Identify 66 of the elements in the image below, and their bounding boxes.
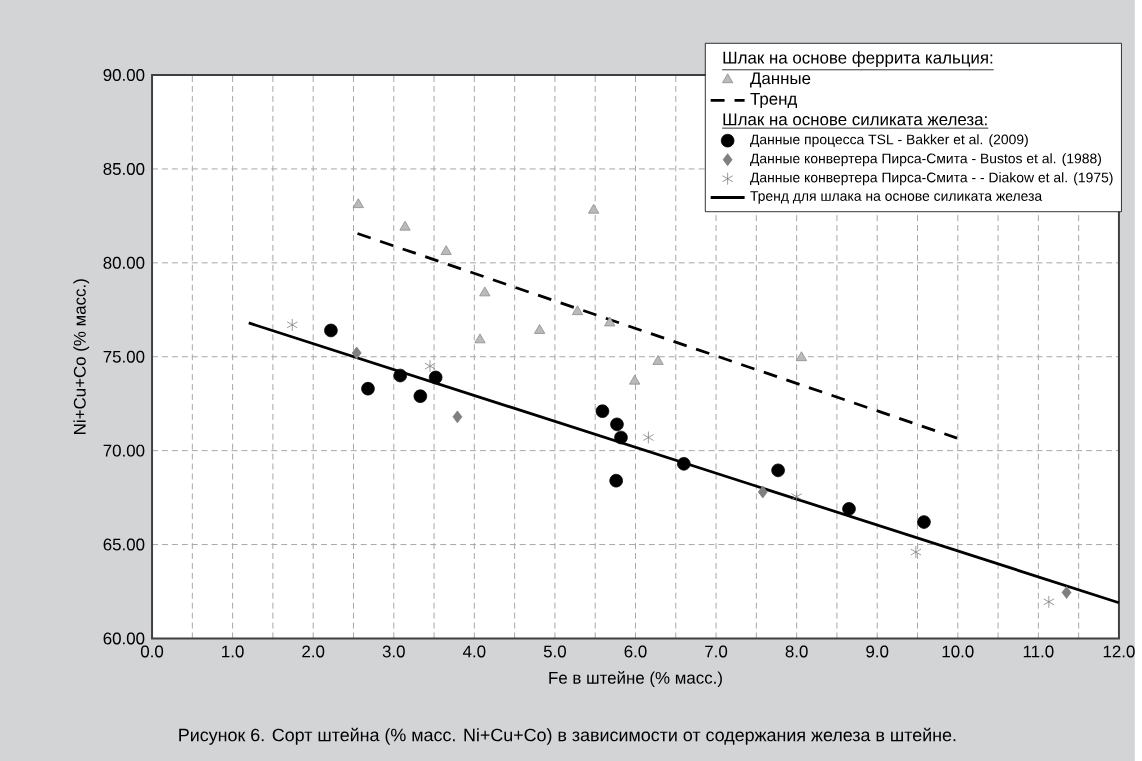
point: [428, 370, 443, 385]
point: [757, 485, 768, 499]
point: [424, 359, 436, 373]
x-tick-label: 6.0: [624, 645, 647, 658]
point: [614, 430, 628, 445]
legend-label: Данные процесса TSL - Bakker et al. (2009): [750, 134, 1028, 148]
point: [479, 286, 491, 297]
y-tick-label: 65.00: [103, 538, 145, 551]
point: [1061, 585, 1072, 599]
x-tick-label: 10.0: [942, 645, 974, 658]
text: Шлак на основе феррита кальция:: [723, 51, 993, 67]
y-tick-label: 80.00: [103, 256, 145, 269]
y-axis-title: Ni+Cu+Co (% масс.): [73, 279, 90, 434]
x-tick-label: 3.0: [382, 645, 405, 658]
point: [677, 456, 691, 471]
y-tick-label: 70.00: [103, 444, 145, 457]
point: [399, 220, 411, 231]
x-axis-title: Fe в штейне (% масс.): [549, 671, 722, 688]
point: [652, 354, 664, 365]
point: [413, 389, 428, 403]
x-tick-label: 9.0: [866, 645, 889, 658]
point: [771, 463, 785, 478]
y-tick-label: 85.00: [103, 162, 145, 175]
text: Рисунок 6. Сорт штейна (% масс. Ni+Cu+Co) в зависимости от содержания железа в штейне.: [179, 727, 956, 745]
point: [324, 323, 338, 338]
legend-label: Данные: [750, 72, 811, 88]
point: [795, 351, 808, 361]
y-tick-label: 75.00: [103, 350, 145, 363]
point: [642, 431, 654, 444]
point: [604, 316, 616, 327]
point: [352, 198, 364, 208]
point: [534, 323, 546, 334]
point: [629, 374, 641, 385]
x-tick-label: 5.0: [543, 645, 566, 658]
x-tick-label: 12.0: [1103, 645, 1135, 658]
point: [440, 245, 452, 255]
x-tick-label: 8.0: [785, 645, 808, 658]
point: [351, 346, 362, 360]
point: [452, 410, 463, 424]
point: [609, 473, 623, 488]
point: [393, 368, 407, 383]
point: [474, 333, 486, 344]
y-tick-label: 90.00: [103, 68, 145, 81]
point: [1043, 595, 1055, 609]
x-tick-label: 11.0: [1023, 645, 1054, 658]
point: [910, 545, 922, 559]
x-tick-label: 4.0: [462, 645, 486, 658]
point: [571, 305, 584, 315]
x-tick-label: 2.0: [302, 645, 325, 658]
point: [588, 203, 600, 214]
point: [286, 318, 298, 332]
point: [610, 417, 624, 432]
x-tick-label: 7.0: [705, 645, 728, 658]
point: [361, 381, 375, 396]
y-tick-label: 60.00: [103, 632, 145, 645]
point: [595, 404, 610, 418]
legend-label: Тренд: [750, 92, 798, 109]
point: [917, 515, 931, 529]
annotation: Шлак на основе силиката железа:: [723, 113, 987, 126]
legend-label: Данные конвертера Пирса-Смита - Bustos et al. (1988): [750, 153, 1102, 167]
x-tick-label: 0.0: [140, 645, 164, 658]
point: [842, 502, 856, 516]
point: [791, 490, 803, 503]
x-tick-label: 1.0: [222, 645, 244, 658]
legend-label: Данные конвертера Пирса-Смита - - Diakow et al. (1975): [750, 172, 1113, 186]
legend-label: Тренд для шлака на основе силиката железа: [750, 191, 1043, 204]
